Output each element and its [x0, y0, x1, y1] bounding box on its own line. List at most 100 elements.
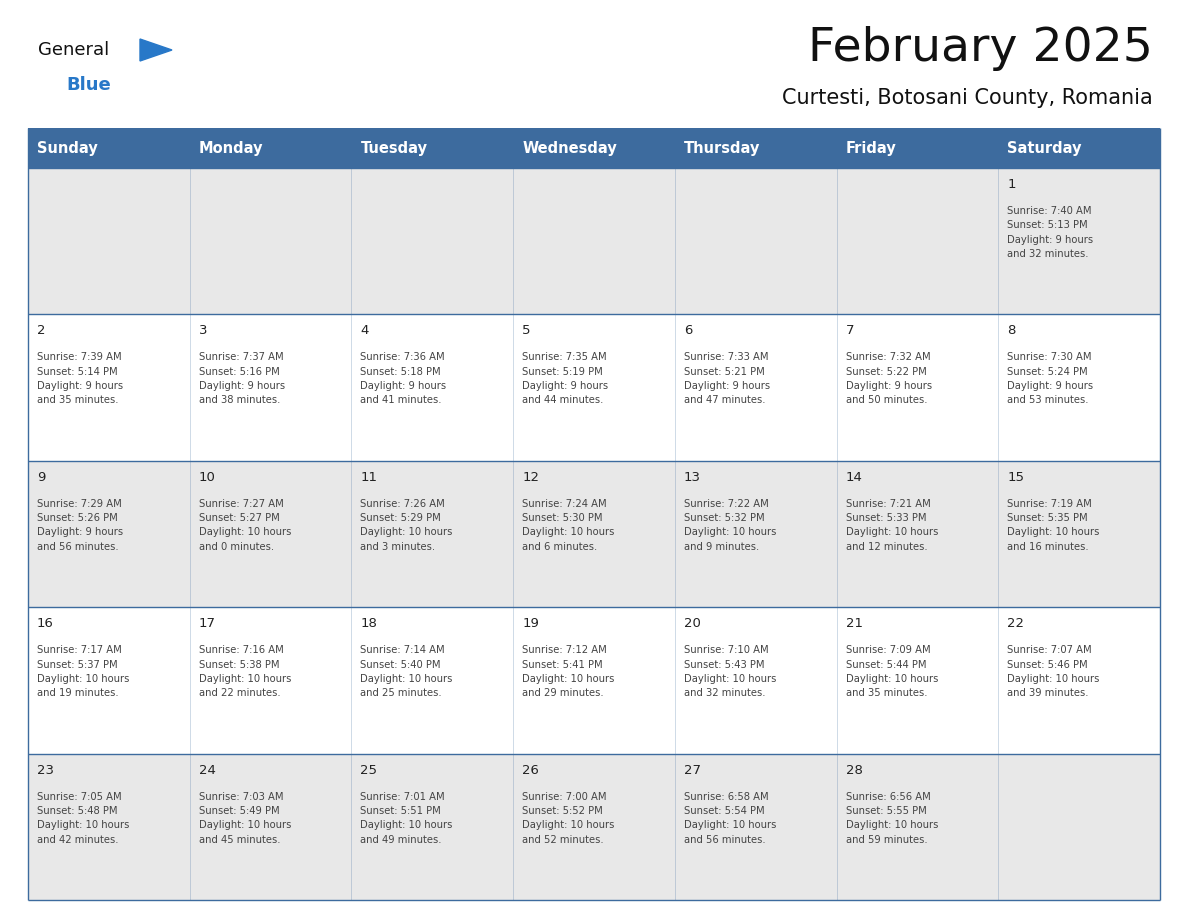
- Text: Saturday: Saturday: [1007, 140, 1082, 155]
- Text: Sunrise: 7:01 AM: Sunrise: 7:01 AM: [360, 791, 446, 801]
- Text: Daylight: 10 hours: Daylight: 10 hours: [198, 674, 291, 684]
- Text: and 42 minutes.: and 42 minutes.: [37, 834, 119, 845]
- Text: Daylight: 10 hours: Daylight: 10 hours: [198, 820, 291, 830]
- Text: Sunrise: 7:21 AM: Sunrise: 7:21 AM: [846, 498, 930, 509]
- Text: 5: 5: [523, 324, 531, 338]
- Text: and 41 minutes.: and 41 minutes.: [360, 396, 442, 406]
- Text: Sunrise: 7:26 AM: Sunrise: 7:26 AM: [360, 498, 446, 509]
- Text: General: General: [38, 41, 109, 59]
- Text: Sunset: 5:52 PM: Sunset: 5:52 PM: [523, 806, 602, 816]
- Text: and 29 minutes.: and 29 minutes.: [523, 688, 604, 698]
- Text: Sunrise: 7:24 AM: Sunrise: 7:24 AM: [523, 498, 607, 509]
- Text: 21: 21: [846, 617, 862, 630]
- Text: Sunset: 5:18 PM: Sunset: 5:18 PM: [360, 366, 441, 376]
- Text: Daylight: 10 hours: Daylight: 10 hours: [846, 528, 939, 537]
- Text: Sunrise: 7:36 AM: Sunrise: 7:36 AM: [360, 353, 446, 363]
- Text: and 32 minutes.: and 32 minutes.: [1007, 249, 1088, 259]
- Text: 1: 1: [1007, 178, 1016, 191]
- Text: Sunset: 5:13 PM: Sunset: 5:13 PM: [1007, 220, 1088, 230]
- Text: Daylight: 9 hours: Daylight: 9 hours: [1007, 235, 1093, 244]
- Text: Daylight: 9 hours: Daylight: 9 hours: [37, 528, 124, 537]
- Text: Daylight: 9 hours: Daylight: 9 hours: [1007, 381, 1093, 391]
- Text: Sunset: 5:29 PM: Sunset: 5:29 PM: [360, 513, 441, 523]
- Text: Sunset: 5:21 PM: Sunset: 5:21 PM: [684, 366, 765, 376]
- Text: Daylight: 9 hours: Daylight: 9 hours: [37, 381, 124, 391]
- Text: Sunset: 5:44 PM: Sunset: 5:44 PM: [846, 659, 927, 669]
- Text: Sunrise: 7:07 AM: Sunrise: 7:07 AM: [1007, 645, 1092, 655]
- Text: Sunset: 5:37 PM: Sunset: 5:37 PM: [37, 659, 118, 669]
- Text: and 6 minutes.: and 6 minutes.: [523, 542, 598, 552]
- Bar: [190, 128, 352, 168]
- Text: 13: 13: [684, 471, 701, 484]
- Text: and 56 minutes.: and 56 minutes.: [684, 834, 765, 845]
- Text: Sunset: 5:27 PM: Sunset: 5:27 PM: [198, 513, 279, 523]
- Text: 4: 4: [360, 324, 368, 338]
- Bar: [29, 314, 1159, 461]
- Text: Sunrise: 7:37 AM: Sunrise: 7:37 AM: [198, 353, 284, 363]
- Text: 26: 26: [523, 764, 539, 777]
- Text: Daylight: 10 hours: Daylight: 10 hours: [846, 674, 939, 684]
- Text: Sunrise: 7:19 AM: Sunrise: 7:19 AM: [1007, 498, 1092, 509]
- Text: Daylight: 10 hours: Daylight: 10 hours: [523, 820, 614, 830]
- Text: Sunrise: 7:05 AM: Sunrise: 7:05 AM: [37, 791, 121, 801]
- Bar: [29, 461, 1159, 607]
- Text: and 45 minutes.: and 45 minutes.: [198, 834, 280, 845]
- Text: 25: 25: [360, 764, 378, 777]
- Text: 9: 9: [37, 471, 45, 484]
- Bar: [29, 607, 1159, 754]
- Text: 17: 17: [198, 617, 216, 630]
- Text: 24: 24: [198, 764, 215, 777]
- Text: Daylight: 10 hours: Daylight: 10 hours: [523, 674, 614, 684]
- Text: Sunrise: 6:56 AM: Sunrise: 6:56 AM: [846, 791, 930, 801]
- Text: Curtesti, Botosani County, Romania: Curtesti, Botosani County, Romania: [782, 88, 1154, 108]
- Text: and 52 minutes.: and 52 minutes.: [523, 834, 604, 845]
- Text: and 25 minutes.: and 25 minutes.: [360, 688, 442, 698]
- Text: Daylight: 9 hours: Daylight: 9 hours: [523, 381, 608, 391]
- Text: Sunset: 5:40 PM: Sunset: 5:40 PM: [360, 659, 441, 669]
- Text: 19: 19: [523, 617, 539, 630]
- Text: Sunrise: 7:39 AM: Sunrise: 7:39 AM: [37, 353, 121, 363]
- Text: and 39 minutes.: and 39 minutes.: [1007, 688, 1088, 698]
- Text: Sunset: 5:24 PM: Sunset: 5:24 PM: [1007, 366, 1088, 376]
- Text: Daylight: 10 hours: Daylight: 10 hours: [1007, 528, 1100, 537]
- Text: 11: 11: [360, 471, 378, 484]
- Text: and 12 minutes.: and 12 minutes.: [846, 542, 927, 552]
- Text: Sunset: 5:35 PM: Sunset: 5:35 PM: [1007, 513, 1088, 523]
- Text: and 9 minutes.: and 9 minutes.: [684, 542, 759, 552]
- Text: 20: 20: [684, 617, 701, 630]
- Text: Daylight: 10 hours: Daylight: 10 hours: [846, 820, 939, 830]
- Text: 3: 3: [198, 324, 207, 338]
- Text: Sunset: 5:48 PM: Sunset: 5:48 PM: [37, 806, 118, 816]
- Text: and 49 minutes.: and 49 minutes.: [360, 834, 442, 845]
- Text: Daylight: 9 hours: Daylight: 9 hours: [684, 381, 770, 391]
- Text: 27: 27: [684, 764, 701, 777]
- Text: Sunrise: 7:30 AM: Sunrise: 7:30 AM: [1007, 353, 1092, 363]
- Text: Sunrise: 7:10 AM: Sunrise: 7:10 AM: [684, 645, 769, 655]
- Text: Daylight: 10 hours: Daylight: 10 hours: [360, 528, 453, 537]
- Text: Sunrise: 6:58 AM: Sunrise: 6:58 AM: [684, 791, 769, 801]
- Text: and 59 minutes.: and 59 minutes.: [846, 834, 927, 845]
- Text: Sunset: 5:51 PM: Sunset: 5:51 PM: [360, 806, 441, 816]
- Bar: [675, 128, 836, 168]
- Text: Wednesday: Wednesday: [523, 140, 617, 155]
- Text: Tuesday: Tuesday: [360, 140, 428, 155]
- Text: Sunset: 5:16 PM: Sunset: 5:16 PM: [198, 366, 279, 376]
- Text: 22: 22: [1007, 617, 1024, 630]
- Text: 7: 7: [846, 324, 854, 338]
- Text: Sunrise: 7:33 AM: Sunrise: 7:33 AM: [684, 353, 769, 363]
- Text: Sunrise: 7:00 AM: Sunrise: 7:00 AM: [523, 791, 607, 801]
- Text: Sunrise: 7:35 AM: Sunrise: 7:35 AM: [523, 353, 607, 363]
- Text: Sunrise: 7:12 AM: Sunrise: 7:12 AM: [523, 645, 607, 655]
- Text: 16: 16: [37, 617, 53, 630]
- Text: Sunrise: 7:14 AM: Sunrise: 7:14 AM: [360, 645, 446, 655]
- Text: and 16 minutes.: and 16 minutes.: [1007, 542, 1089, 552]
- Text: 6: 6: [684, 324, 693, 338]
- Text: Daylight: 10 hours: Daylight: 10 hours: [684, 528, 776, 537]
- Text: Sunset: 5:41 PM: Sunset: 5:41 PM: [523, 659, 602, 669]
- Text: 15: 15: [1007, 471, 1024, 484]
- Text: Daylight: 10 hours: Daylight: 10 hours: [198, 528, 291, 537]
- Text: Sunrise: 7:27 AM: Sunrise: 7:27 AM: [198, 498, 284, 509]
- Bar: [836, 128, 998, 168]
- Text: Daylight: 10 hours: Daylight: 10 hours: [684, 820, 776, 830]
- Text: February 2025: February 2025: [808, 26, 1154, 71]
